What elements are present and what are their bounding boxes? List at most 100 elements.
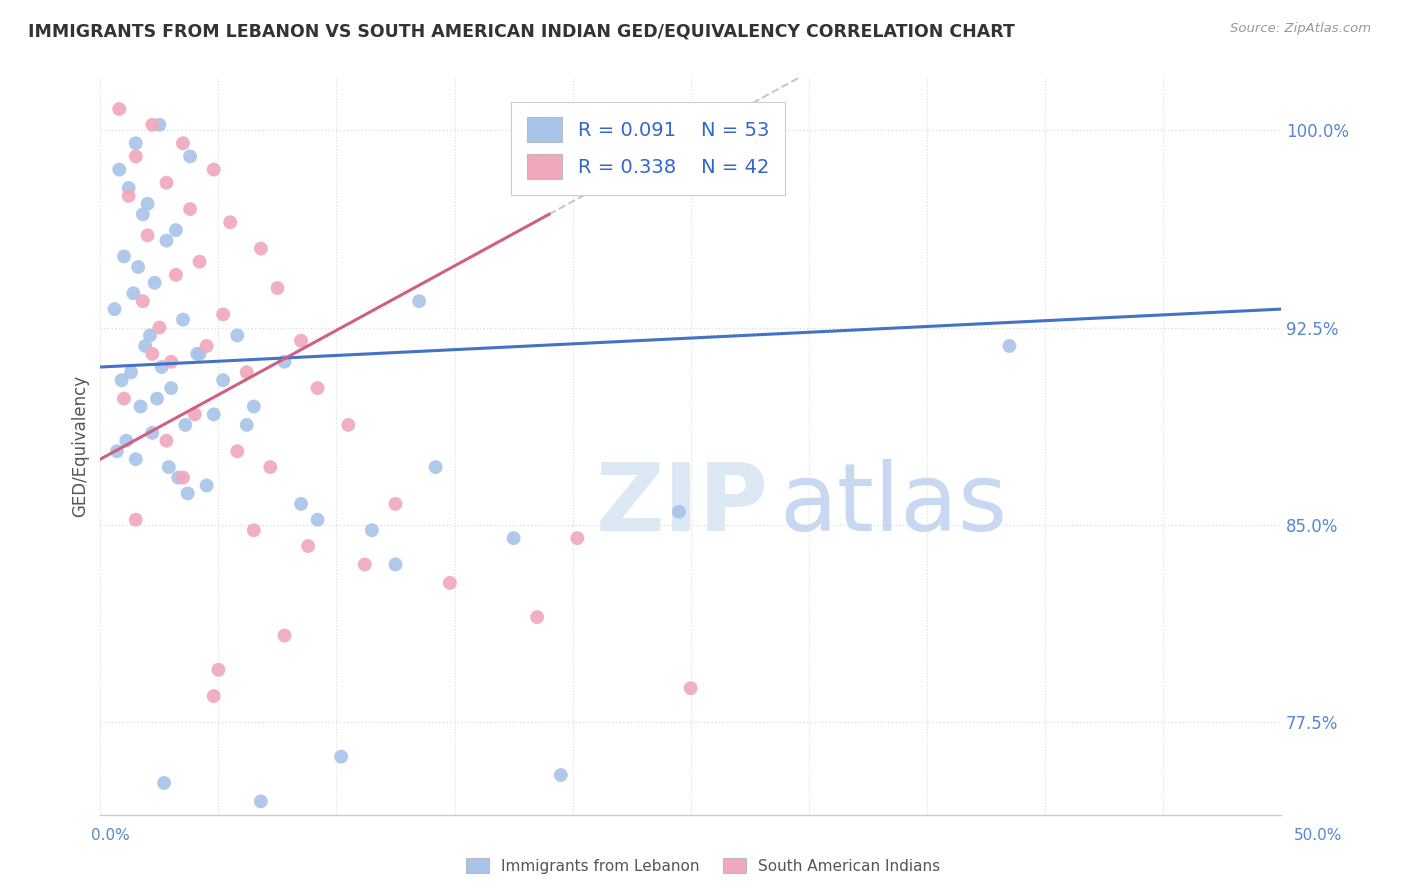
Point xyxy=(195,339,218,353)
Point xyxy=(110,373,132,387)
Point xyxy=(177,486,200,500)
Point xyxy=(132,294,155,309)
Point xyxy=(186,347,208,361)
Point xyxy=(132,207,155,221)
Point xyxy=(290,497,312,511)
Point xyxy=(307,381,329,395)
Point xyxy=(330,749,353,764)
Text: 50.0%: 50.0% xyxy=(1295,828,1343,843)
Point xyxy=(115,434,138,448)
Point xyxy=(195,478,218,492)
Point xyxy=(141,425,163,440)
Point xyxy=(998,339,1021,353)
Text: ZIP: ZIP xyxy=(596,459,769,551)
Point xyxy=(226,328,249,343)
Point xyxy=(207,663,229,677)
Point xyxy=(148,320,170,334)
Point xyxy=(108,102,131,116)
Point xyxy=(243,400,266,414)
Point xyxy=(266,281,288,295)
Point xyxy=(136,196,159,211)
Point xyxy=(112,392,135,406)
Point xyxy=(179,202,201,216)
Point xyxy=(125,149,148,163)
Point xyxy=(141,347,163,361)
Point xyxy=(125,136,148,151)
Point xyxy=(668,505,690,519)
Point xyxy=(337,417,360,432)
Point xyxy=(122,286,145,301)
Point xyxy=(160,381,183,395)
Text: Source: ZipAtlas.com: Source: ZipAtlas.com xyxy=(1230,22,1371,36)
Point xyxy=(297,539,319,553)
Point xyxy=(273,628,295,642)
Point xyxy=(118,189,141,203)
Text: 0.0%: 0.0% xyxy=(91,828,131,843)
Point xyxy=(165,223,187,237)
Point xyxy=(125,452,148,467)
Point xyxy=(155,234,177,248)
Point xyxy=(550,768,572,782)
Point xyxy=(235,365,257,379)
Point xyxy=(174,417,197,432)
Point xyxy=(153,776,176,790)
Point xyxy=(202,162,225,177)
Text: atlas: atlas xyxy=(779,459,1008,551)
Point xyxy=(235,417,257,432)
Point xyxy=(146,392,169,406)
Point xyxy=(120,365,142,379)
Point xyxy=(179,149,201,163)
Point xyxy=(250,242,273,256)
Point xyxy=(307,513,329,527)
Point xyxy=(408,294,430,309)
Point xyxy=(172,136,194,151)
Point xyxy=(136,228,159,243)
Y-axis label: GED/Equivalency: GED/Equivalency xyxy=(72,375,89,517)
Point xyxy=(259,460,281,475)
Point xyxy=(679,681,702,696)
Point xyxy=(125,513,148,527)
Point xyxy=(127,260,149,274)
Point xyxy=(526,610,548,624)
Legend: R = 0.091    N = 53, R = 0.338    N = 42: R = 0.091 N = 53, R = 0.338 N = 42 xyxy=(512,102,785,194)
Text: IMMIGRANTS FROM LEBANON VS SOUTH AMERICAN INDIAN GED/EQUIVALENCY CORRELATION CHA: IMMIGRANTS FROM LEBANON VS SOUTH AMERICA… xyxy=(28,22,1015,40)
Point xyxy=(353,558,375,572)
Point xyxy=(105,444,128,458)
Point xyxy=(172,312,194,326)
Point xyxy=(141,118,163,132)
Point xyxy=(212,307,235,321)
Point xyxy=(143,276,166,290)
Point xyxy=(439,575,461,590)
Point xyxy=(188,254,211,268)
Point xyxy=(139,328,162,343)
Point xyxy=(160,355,183,369)
Point xyxy=(172,470,194,484)
Point xyxy=(148,118,170,132)
Point xyxy=(567,531,589,545)
Point xyxy=(219,215,242,229)
Point xyxy=(167,470,190,484)
Legend: Immigrants from Lebanon, South American Indians: Immigrants from Lebanon, South American … xyxy=(460,852,946,880)
Point xyxy=(273,355,295,369)
Point xyxy=(150,359,173,374)
Point xyxy=(384,497,406,511)
Point xyxy=(134,339,156,353)
Point xyxy=(425,460,447,475)
Point xyxy=(112,250,135,264)
Point xyxy=(155,176,177,190)
Point xyxy=(290,334,312,348)
Point xyxy=(202,408,225,422)
Point xyxy=(118,181,141,195)
Point xyxy=(212,373,235,387)
Point xyxy=(202,689,225,703)
Point xyxy=(250,794,273,808)
Point xyxy=(103,302,125,317)
Point xyxy=(384,558,406,572)
Point xyxy=(243,523,266,537)
Point xyxy=(165,268,187,282)
Point xyxy=(108,162,131,177)
Point xyxy=(129,400,152,414)
Point xyxy=(226,444,249,458)
Point xyxy=(184,408,207,422)
Point xyxy=(188,347,211,361)
